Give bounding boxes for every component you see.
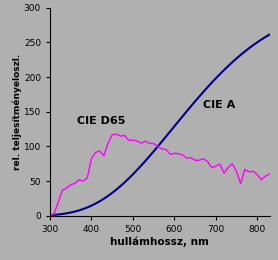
Text: CIE D65: CIE D65 — [77, 116, 125, 126]
Y-axis label: rel. teljesítményeloszl.: rel. teljesítményeloszl. — [13, 54, 22, 170]
X-axis label: hullámhossz, nm: hullámhossz, nm — [110, 237, 209, 247]
Text: CIE A: CIE A — [203, 100, 236, 110]
